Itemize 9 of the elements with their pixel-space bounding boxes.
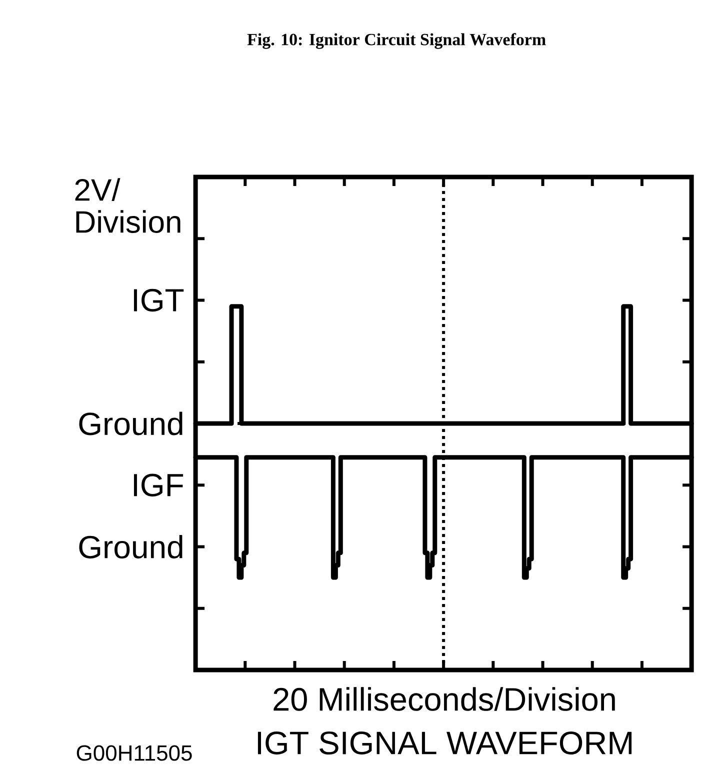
text: IGT SIGNAL WAVEFORM (258, 731, 632, 754)
text: G00H11505 (77, 745, 192, 761)
x-axis-title: 20 Milliseconds/Division (274, 687, 616, 711)
chart-title: Fig. 10: Ignitor Circuit Signal Waveform (248, 33, 546, 49)
text: Ground (79, 535, 182, 558)
text: Ground (79, 412, 182, 436)
text: IGF (134, 474, 184, 496)
y-axis-title: 2V/ Division (76, 178, 180, 233)
text: IGT (134, 288, 184, 312)
